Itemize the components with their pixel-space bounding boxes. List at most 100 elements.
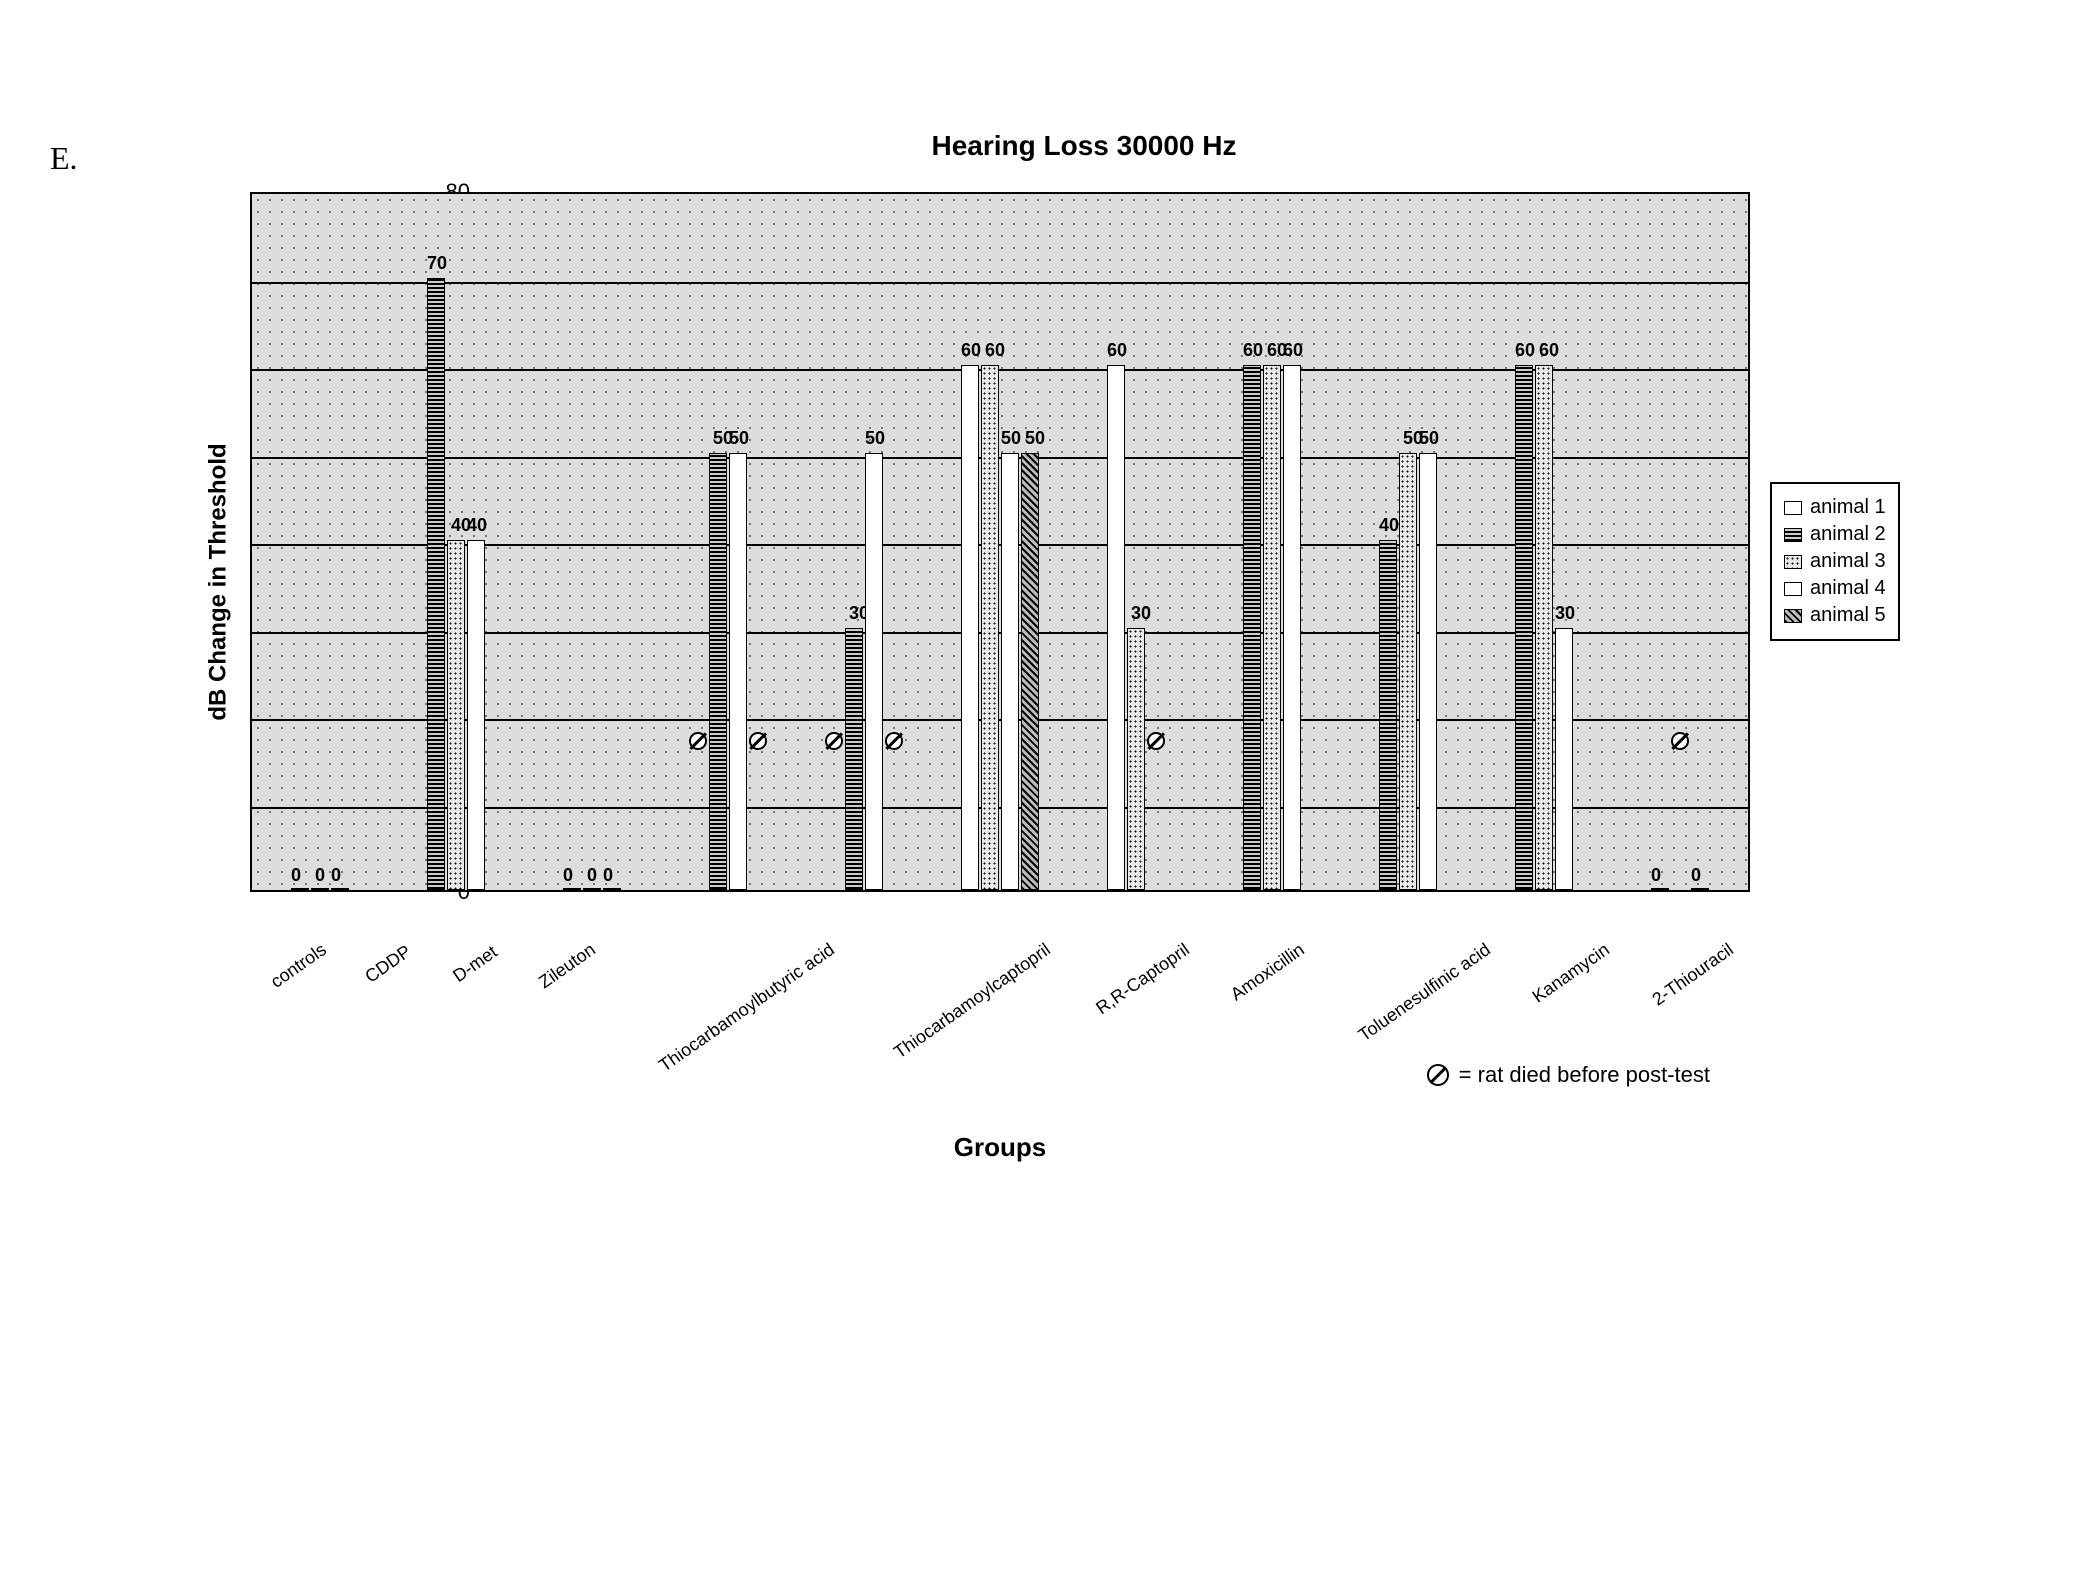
- legend-item: animal 1: [1784, 496, 1886, 519]
- x-tick-label: Amoxicillin: [1227, 922, 1333, 1005]
- circle-slash-icon: [1147, 732, 1165, 750]
- x-tick-label: D-met: [446, 922, 530, 989]
- bar-column: 40: [467, 194, 485, 890]
- bar-column: 60: [1243, 194, 1261, 890]
- x-tick-label: 2-Thiouracil: [1648, 922, 1762, 1010]
- bar-group: 704040: [388, 194, 524, 890]
- circle-slash-icon: [749, 732, 767, 750]
- x-tick-labels: controlsCDDPD-metZileutonThiocarbamoylbu…: [250, 897, 1750, 943]
- bar-value-label: 30: [1555, 603, 1575, 624]
- bar-group: 6030: [1068, 194, 1204, 890]
- chart-area: dB Change in Threshold 01020304050607080…: [200, 192, 1980, 972]
- x-tick-label: Thiocarbamoylbutyric acid: [655, 922, 863, 1076]
- plot-area: 0007040400005050305060605050603060606040…: [250, 192, 1750, 892]
- bar-value-label: 50: [865, 428, 885, 449]
- bar-value-label: 0: [291, 865, 301, 886]
- bar-column: 40: [1379, 194, 1397, 890]
- bar-column: 50: [1001, 194, 1019, 890]
- bar: [1555, 628, 1573, 891]
- bar: [1021, 453, 1039, 891]
- bar-column: 50: [709, 194, 727, 890]
- bar-column: 0: [563, 194, 581, 890]
- circle-slash-icon: [825, 732, 843, 750]
- bar-column: 70: [427, 194, 445, 890]
- bar-column: 60: [1515, 194, 1533, 890]
- legend-swatch: [1784, 582, 1802, 596]
- legend: animal 1animal 2animal 3animal 4animal 5: [1770, 482, 1900, 641]
- bar-column: 0: [1651, 194, 1669, 890]
- x-tick-label: CDDP: [359, 922, 443, 989]
- bar-value-label: 0: [1691, 865, 1701, 886]
- bar-column: 40: [447, 194, 465, 890]
- x-tick-label: Zileuton: [535, 922, 624, 993]
- bar: [981, 365, 999, 890]
- legend-label: animal 5: [1810, 604, 1886, 627]
- bar-column: 60: [1283, 194, 1301, 890]
- bar-column: 50: [1399, 194, 1417, 890]
- bar-column: 50: [1021, 194, 1039, 890]
- bar-column: [1671, 194, 1689, 890]
- bar: [467, 540, 485, 890]
- bar-value-label: 70: [427, 253, 447, 274]
- x-tick-label: Thiocarbamoylcaptopril: [890, 922, 1079, 1063]
- bar: [1001, 453, 1019, 891]
- bar-value-label: 60: [1243, 340, 1263, 361]
- figure-container: E. Hearing Loss 30000 Hz dB Change in Th…: [40, 130, 2088, 1545]
- bar: [427, 278, 445, 891]
- died-footnote: = rat died before post-test: [250, 1062, 1750, 1088]
- bar-column: 50: [1419, 194, 1437, 890]
- bar: [1107, 365, 1125, 890]
- bar-group: 60605050: [932, 194, 1068, 890]
- bar: [1243, 365, 1261, 890]
- bar-column: 0: [603, 194, 621, 890]
- x-tick-label: R,R-Captopril: [1092, 922, 1218, 1019]
- bar-column: [1147, 194, 1165, 890]
- bar-column: 0: [331, 194, 349, 890]
- bar: [1283, 365, 1301, 890]
- bar-column: 50: [865, 194, 883, 890]
- legend-swatch: [1784, 528, 1802, 542]
- bar-value-label: 40: [1379, 515, 1399, 536]
- bar-value-label: 60: [1283, 340, 1303, 361]
- bar-column: 60: [1535, 194, 1553, 890]
- bar: [1535, 365, 1553, 890]
- bar-column: 0: [311, 194, 329, 890]
- x-tick-label: Kanamycin: [1528, 922, 1638, 1007]
- bar: [709, 453, 727, 891]
- bar: [603, 888, 621, 890]
- x-axis-label: Groups: [250, 1132, 1750, 1163]
- bar: [311, 888, 329, 890]
- bar-group: 5050: [660, 194, 796, 890]
- bar: [1651, 888, 1669, 890]
- bar-column: 0: [583, 194, 601, 890]
- chart-title: Hearing Loss 30000 Hz: [40, 130, 2088, 162]
- bar: [961, 365, 979, 890]
- bar-group: 405050: [1340, 194, 1476, 890]
- bar: [1127, 628, 1145, 891]
- legend-item: animal 5: [1784, 604, 1886, 627]
- bar-value-label: 50: [729, 428, 749, 449]
- bar-column: [749, 194, 767, 890]
- bar-column: 30: [1555, 194, 1573, 890]
- legend-label: animal 3: [1810, 550, 1886, 573]
- bar-value-label: 0: [315, 865, 325, 886]
- circle-slash-icon: [1427, 1064, 1449, 1086]
- bar-column: [885, 194, 903, 890]
- bar-value-label: 50: [1001, 428, 1021, 449]
- bar-column: 60: [961, 194, 979, 890]
- bar-column: 60: [981, 194, 999, 890]
- legend-label: animal 1: [1810, 496, 1886, 519]
- circle-slash-icon: [689, 732, 707, 750]
- bar-group: 606030: [1476, 194, 1612, 890]
- bar-value-label: 0: [1651, 865, 1661, 886]
- bar-column: [825, 194, 843, 890]
- bar: [1263, 365, 1281, 890]
- bar-value-label: 0: [563, 865, 573, 886]
- legend-swatch: [1784, 501, 1802, 515]
- legend-item: animal 4: [1784, 577, 1886, 600]
- bar-value-label: 60: [961, 340, 981, 361]
- legend-item: animal 3: [1784, 550, 1886, 573]
- bar-column: 50: [729, 194, 747, 890]
- bar-column: 0: [291, 194, 309, 890]
- panel-label: E.: [50, 140, 78, 177]
